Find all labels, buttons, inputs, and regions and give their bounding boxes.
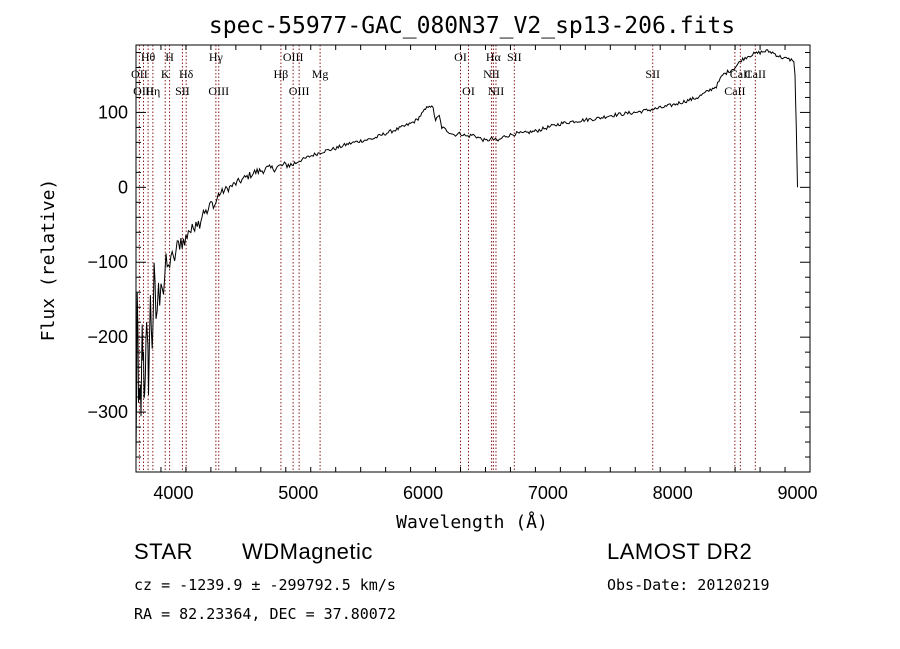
line-label-1: OII (131, 67, 148, 81)
line-label-3: Hη (145, 84, 160, 98)
line-label-19: SII (507, 50, 522, 64)
line-label-16: Hα (486, 50, 502, 64)
line-label-20: SII (645, 67, 660, 81)
coordinates: RA = 82.23364, DEC = 37.80072 (134, 605, 396, 623)
y-tick-label--100: −100 (87, 252, 128, 272)
line-label-21: CaII (724, 84, 745, 98)
line-label-0: Hθ (141, 50, 156, 64)
line-label-4: H (165, 50, 174, 64)
x-tick-label-9000: 9000 (777, 483, 817, 503)
line-label-14: OI (454, 50, 467, 64)
line-label-12: OIII (289, 84, 310, 98)
line-label-11: OIII (283, 50, 304, 64)
redshift-info: cz = -1239.9 ± -299792.5 km/s (134, 576, 396, 594)
x-axis: 4000 5000 6000 7000 8000 9000 (135, 45, 818, 503)
y-tick-label--300: −300 (87, 402, 128, 422)
y-axis: −300 −200 −100 0 100 (87, 51, 810, 473)
object-class: STAR (134, 539, 193, 564)
x-tick-label-6000: 6000 (403, 483, 443, 503)
observation-date: Obs-Date: 20120219 (607, 576, 770, 594)
line-label-8: Hγ (209, 50, 224, 64)
line-label-22: CaII (730, 67, 751, 81)
x-axis-label: Wavelength (Å) (396, 511, 548, 533)
y-tick-label-100: 100 (98, 102, 128, 122)
spectrum-line (135, 49, 798, 457)
y-axis-label: Flux (relative) (38, 179, 59, 342)
line-label-23: CaII (745, 67, 766, 81)
chart-title: spec-55977-GAC_080N37_V2_sp13-206.fits (209, 13, 735, 39)
line-label-10: Hβ (274, 67, 289, 81)
x-tick-label-8000: 8000 (653, 483, 693, 503)
line-label-7: SII (175, 84, 190, 98)
line-label-13: Mg (312, 67, 329, 81)
line-label-9: OIII (208, 84, 229, 98)
line-label-6: Hδ (179, 67, 194, 81)
plot-frame (135, 44, 811, 473)
line-label-18: NII (488, 84, 505, 98)
y-tick-label--200: −200 (87, 327, 128, 347)
emission-line-markers (138, 45, 756, 472)
object-subclass: WDMagnetic (242, 539, 373, 564)
y-tick-label-0: 0 (118, 177, 128, 197)
line-label-17: NII (483, 67, 500, 81)
line-label-15: OI (462, 84, 475, 98)
line-label-5: K (161, 67, 170, 81)
x-tick-label-7000: 7000 (528, 483, 568, 503)
x-tick-label-4000: 4000 (153, 483, 193, 503)
line-label-2: OIII (133, 84, 154, 98)
survey-name: LAMOST DR2 (607, 539, 752, 564)
x-tick-label-5000: 5000 (278, 483, 318, 503)
